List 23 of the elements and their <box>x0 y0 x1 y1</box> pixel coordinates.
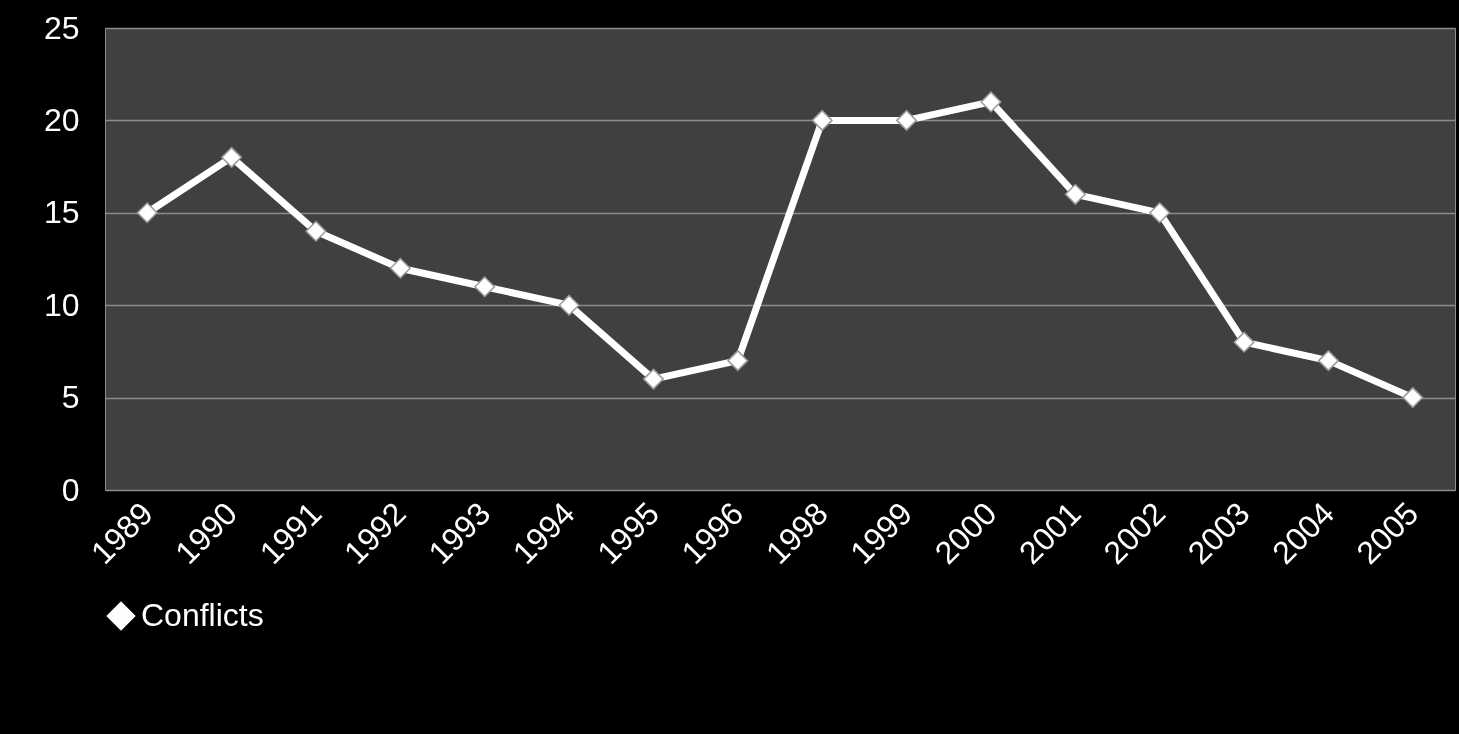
point <box>642 368 664 390</box>
point <box>305 220 327 242</box>
point <box>896 109 918 131</box>
point <box>980 91 1002 113</box>
point <box>136 202 158 224</box>
point <box>221 146 243 168</box>
y-tick-label: 20 <box>43 101 80 138</box>
point <box>1402 387 1424 409</box>
point <box>727 350 749 372</box>
point <box>1233 331 1255 353</box>
y-tick-label: 10 <box>43 286 80 323</box>
point <box>389 257 411 279</box>
point <box>1149 202 1171 224</box>
point <box>558 294 580 316</box>
y-tick-label: 15 <box>43 194 80 231</box>
y-tick-label: 5 <box>61 379 80 416</box>
point <box>811 109 833 131</box>
point <box>1064 183 1086 205</box>
y-tick-label: 25 <box>43 9 80 46</box>
y-tick-label: 0 <box>61 471 80 508</box>
legend-label: Conflicts <box>141 597 264 633</box>
point <box>1317 350 1339 372</box>
point <box>474 276 496 298</box>
